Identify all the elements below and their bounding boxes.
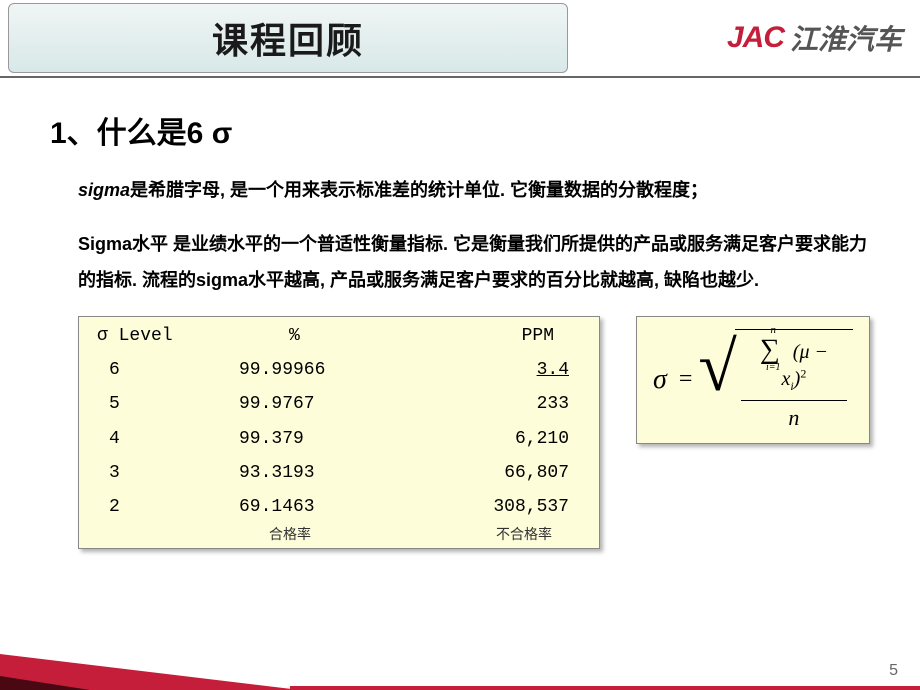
title-box: 课程回顾 [8,3,568,73]
cell-ppm: 6,210 [439,422,589,456]
cell-percent: 99.9767 [239,387,439,421]
cell-percent: 99.379 [239,422,439,456]
cell-percent: 99.99966 [239,353,439,387]
cell-ppm: 3.4 [439,353,589,387]
sqrt-sign: √ [698,333,736,435]
formula-body: (μ − xi)2 [781,341,828,390]
label-pass-rate: 合格率 [239,524,439,544]
logo: JAC 江淮汽车 [727,18,902,58]
sigma-formula: σ = √ ∑ n i=1 (μ − xi)2 n [636,316,870,444]
logo-text-cn: 江淮汽车 [790,18,902,58]
header-bar: 课程回顾 JAC 江淮汽车 [0,0,920,78]
cell-percent: 69.1463 [239,490,439,524]
label-fail-rate: 不合格率 [439,524,589,544]
para1-rest: 是希腊字母, 是一个用来表示标准差的统计单位. 它衡量数据的分散程度； [130,180,708,200]
fraction-denominator: n [741,401,847,431]
summation-symbol: ∑ n i=1 [760,334,787,365]
cell-level: 5 [89,387,239,421]
col-header-level: σ Level [89,319,239,353]
footer: 5 [0,642,920,690]
slide-title: 课程回顾 [212,12,364,64]
cell-level: 3 [89,456,239,490]
cell-percent: 93.3193 [239,456,439,490]
sum-lower: i=1 [766,362,781,373]
paragraph-2: Sigma水平 是业绩水平的一个普适性衡量指标. 它是衡量我们所提供的产品或服务… [78,226,870,298]
sigma-level-table: σ Level % PPM 699.999663.4599.9767233499… [78,316,600,549]
cell-level: 6 [89,353,239,387]
cell-ppm: 308,537 [439,490,589,524]
table-row: 499.3796,210 [89,422,589,456]
cell-ppm: 66,807 [439,456,589,490]
table-row: 393.319366,807 [89,456,589,490]
formula-lhs: σ [653,364,667,396]
sigma-word: sigma [78,180,130,200]
footer-red-line [290,686,920,690]
sqrt-body: ∑ n i=1 (μ − xi)2 n [735,329,853,431]
table-header-row: σ Level % PPM [89,319,589,353]
content-area: 1、什么是6 σ sigma是希腊字母, 是一个用来表示标准差的统计单位. 它衡… [0,78,920,549]
sum-upper: n [771,324,777,336]
fraction-numerator: ∑ n i=1 (μ − xi)2 [741,334,847,401]
cell-level: 2 [89,490,239,524]
col-header-ppm: PPM [439,319,589,353]
section-heading: 1、什么是6 σ [50,108,870,152]
table-row: 699.999663.4 [89,353,589,387]
table-row: 269.1463308,537 [89,490,589,524]
formula-equals: = [679,366,693,393]
paragraph-1: sigma是希腊字母, 是一个用来表示标准差的统计单位. 它衡量数据的分散程度； [78,172,870,208]
sqrt-wrap: √ ∑ n i=1 (μ − xi)2 n [698,329,853,431]
col-header-percent: % [239,319,439,353]
cell-level: 4 [89,422,239,456]
table-footer-labels: 合格率 不合格率 [89,524,589,544]
footer-dark-triangle [0,676,90,690]
table-row: 599.9767233 [89,387,589,421]
page-number: 5 [889,662,898,680]
logo-text-en: JAC [727,21,784,55]
cell-ppm: 233 [439,387,589,421]
lower-zone: σ Level % PPM 699.999663.4599.9767233499… [78,316,870,549]
